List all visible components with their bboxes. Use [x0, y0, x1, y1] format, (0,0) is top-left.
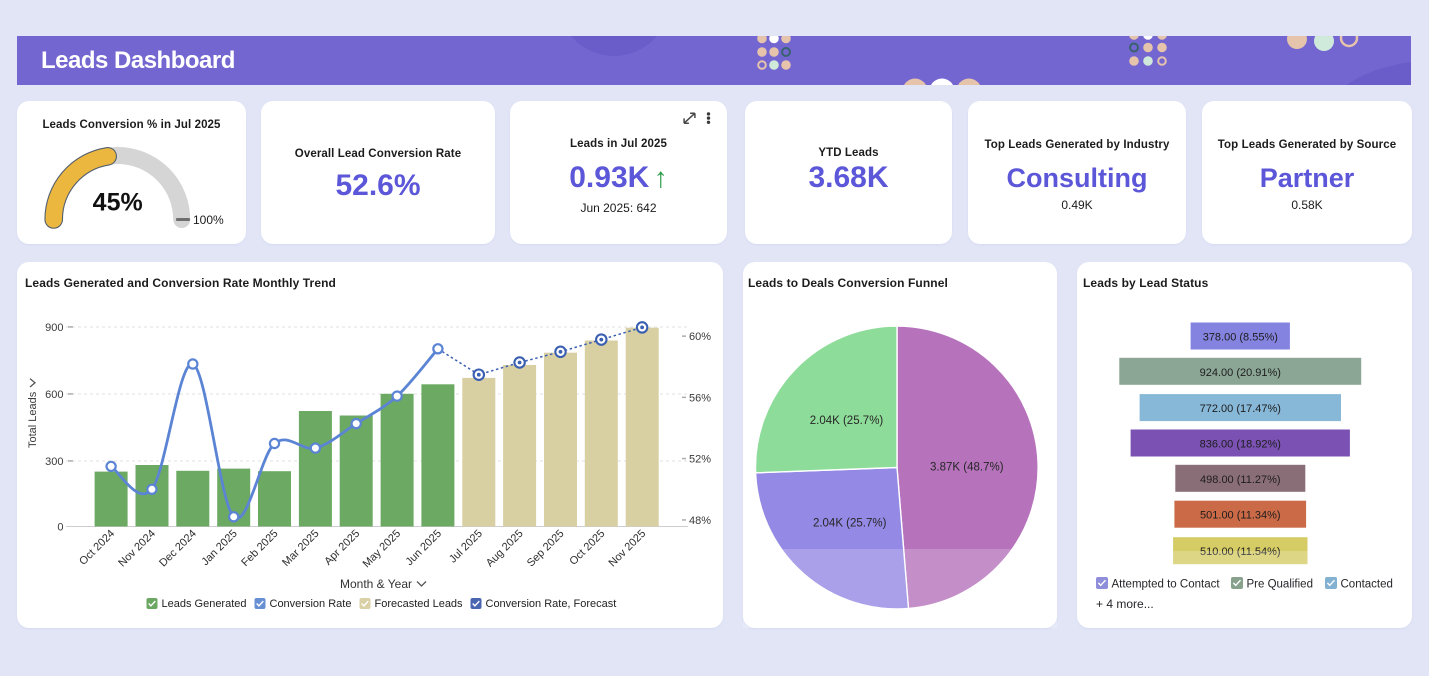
svg-text:Leads Generated: Leads Generated	[162, 598, 247, 610]
svg-text:Contacted: Contacted	[1341, 579, 1393, 591]
svg-text:+ 4 more...: + 4 more...	[1096, 597, 1154, 611]
svg-text:Pre Qualified: Pre Qualified	[1247, 579, 1313, 591]
svg-text:0: 0	[57, 522, 63, 534]
svg-text:Conversion Rate, Forecast: Conversion Rate, Forecast	[486, 598, 617, 610]
svg-text:Apr 2025: Apr 2025	[322, 528, 362, 568]
svg-text:52%: 52%	[689, 454, 711, 466]
svg-text:Jul 2025: Jul 2025	[447, 528, 485, 566]
svg-text:Nov 2025: Nov 2025	[607, 528, 649, 570]
svg-text:Sep 2025: Sep 2025	[525, 528, 567, 570]
svg-text:Total Leads: Total Leads	[27, 391, 39, 448]
svg-text:510.00 (11.54%): 510.00 (11.54%)	[1200, 546, 1281, 558]
svg-text:48%: 48%	[689, 515, 711, 527]
svg-text:60%: 60%	[689, 331, 711, 343]
svg-text:45%: 45%	[93, 189, 143, 217]
svg-text:600: 600	[45, 389, 63, 401]
svg-text:900: 900	[45, 322, 63, 334]
svg-text:56%: 56%	[689, 392, 711, 404]
svg-text:Aug 2025: Aug 2025	[484, 528, 526, 570]
svg-text:2.04K (25.7%): 2.04K (25.7%)	[813, 518, 887, 530]
svg-text:2.04K (25.7%): 2.04K (25.7%)	[810, 415, 884, 427]
svg-text:498.00 (11.27%): 498.00 (11.27%)	[1200, 474, 1281, 486]
svg-text:Dec 2024: Dec 2024	[157, 528, 199, 570]
svg-text:Oct 2024: Oct 2024	[77, 528, 117, 568]
svg-text:836.00 (18.92%): 836.00 (18.92%)	[1200, 439, 1281, 451]
svg-text:Jun 2025: Jun 2025	[404, 528, 444, 568]
svg-text:Nov 2024: Nov 2024	[116, 528, 158, 570]
svg-text:Month & Year: Month & Year	[340, 577, 412, 591]
svg-text:300: 300	[45, 456, 63, 468]
svg-text:Jan 2025: Jan 2025	[199, 528, 239, 568]
svg-text:3.87K (48.7%): 3.87K (48.7%)	[930, 462, 1004, 474]
svg-text:378.00 (8.55%): 378.00 (8.55%)	[1203, 332, 1278, 344]
svg-text:Feb 2025: Feb 2025	[239, 528, 280, 569]
svg-text:Forecasted Leads: Forecasted Leads	[375, 598, 464, 610]
svg-text:May 2025: May 2025	[361, 528, 404, 571]
svg-text:924.00 (20.91%): 924.00 (20.91%)	[1200, 367, 1281, 379]
svg-text:Attempted to Contact: Attempted to Contact	[1112, 579, 1221, 591]
svg-text:772.00 (17.47%): 772.00 (17.47%)	[1200, 403, 1281, 415]
svg-text:Conversion Rate: Conversion Rate	[270, 598, 352, 610]
svg-text:Oct 2025: Oct 2025	[567, 528, 607, 568]
svg-text:Mar 2025: Mar 2025	[280, 528, 321, 569]
svg-text:100%: 100%	[193, 213, 224, 227]
svg-text:501.00 (11.34%): 501.00 (11.34%)	[1200, 510, 1281, 522]
